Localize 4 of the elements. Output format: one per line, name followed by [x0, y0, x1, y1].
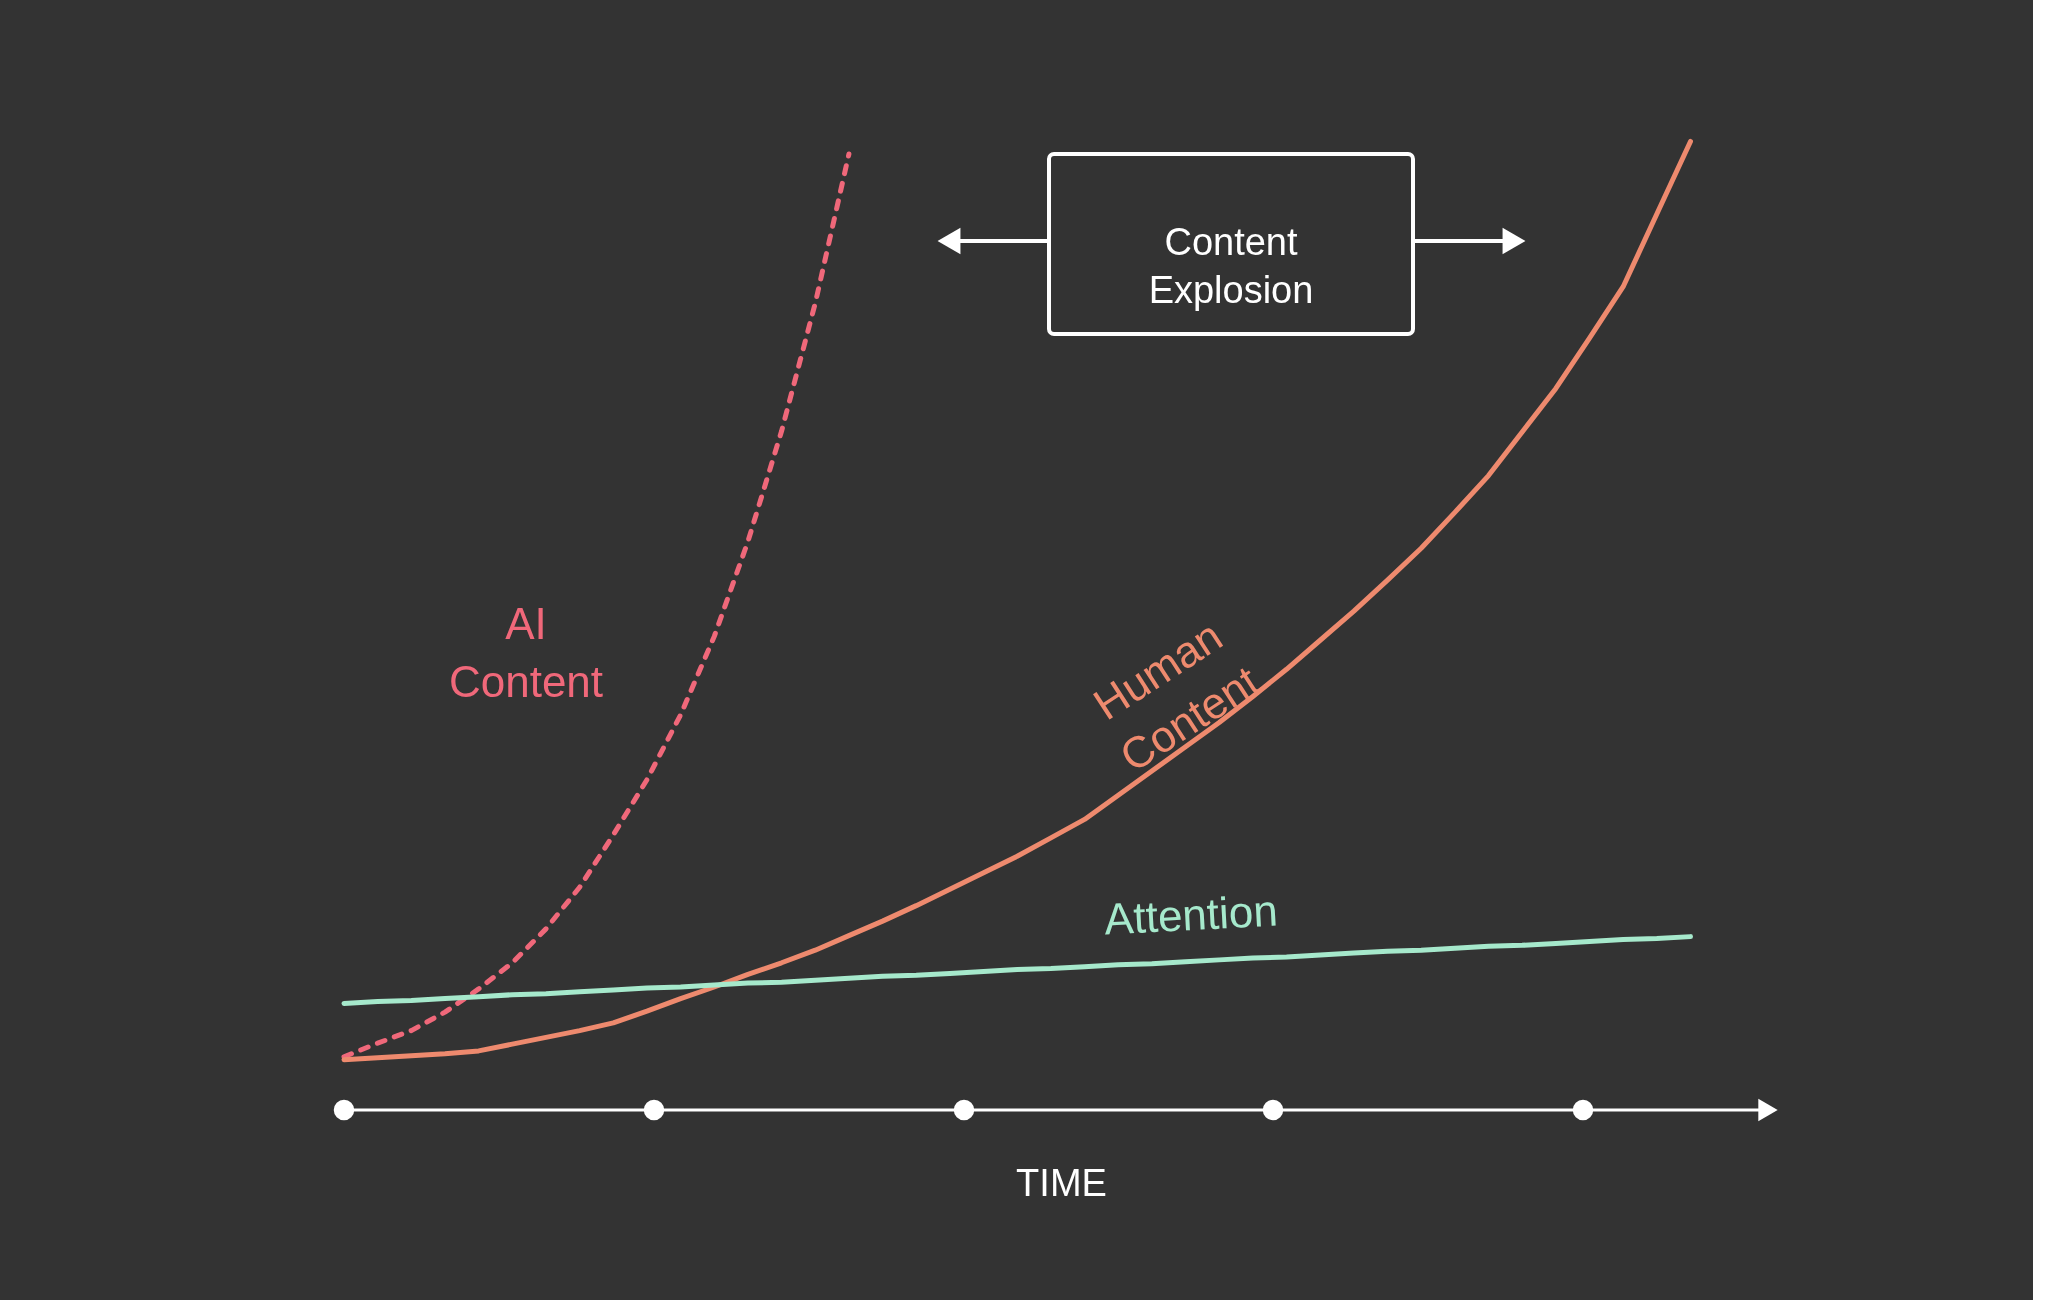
x-axis-title: TIME: [1016, 1161, 1107, 1204]
series-label: Attention: [1102, 885, 1279, 944]
annotation: Content Explosion: [1148, 221, 1314, 311]
series-label: AI Content: [448, 599, 604, 706]
